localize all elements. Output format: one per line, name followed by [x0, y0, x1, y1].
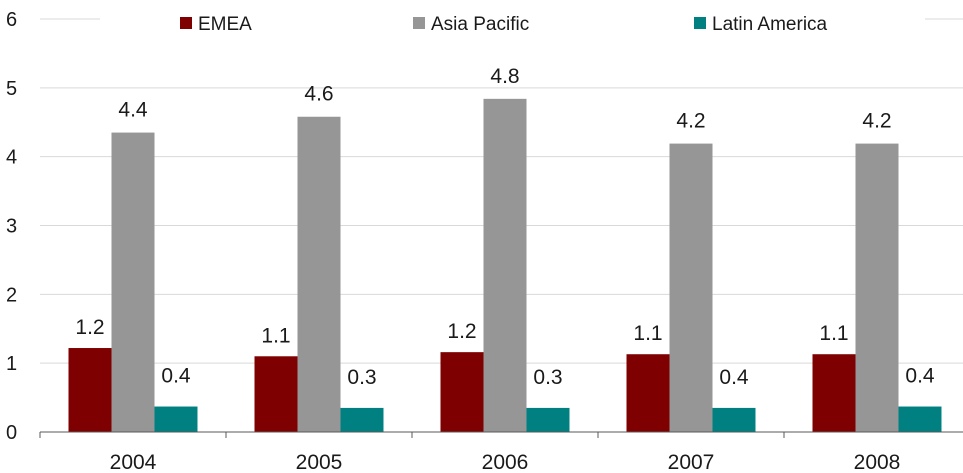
y-tick-label: 5: [6, 78, 17, 100]
legend-swatch: [694, 17, 706, 29]
y-tick-label: 2: [6, 284, 17, 306]
data-labels: 1.2 4.4 0.4 1.1 4.6 0.3 1.2 4.8 0.3 1.1 4.2 0.4 1.1 4…: [75, 65, 935, 389]
legend: EMEA Asia Pacific Latin America: [180, 14, 828, 35]
data-label: 4.6: [304, 83, 333, 106]
data-label: 0.4: [905, 365, 935, 388]
x-category-label: 2008: [854, 451, 901, 473]
bar-emea-2008: [812, 354, 856, 432]
data-label: 1.1: [261, 324, 290, 347]
data-label: 1.1: [819, 322, 848, 345]
data-label: 0.3: [347, 366, 376, 389]
y-tick-label: 3: [6, 216, 17, 238]
bar-emea-2007: [626, 354, 670, 432]
x-category-label: 2005: [296, 451, 343, 473]
bar-emea-2005: [254, 356, 298, 432]
data-label: 1.2: [75, 316, 104, 339]
x-category-label: 2004: [110, 451, 157, 473]
x-axis-categories: 2004 2005 2006 2007 2008: [110, 451, 901, 473]
data-label: 1.1: [633, 322, 662, 345]
legend-swatch: [180, 17, 192, 29]
bar-latin-america-2004: [154, 406, 198, 432]
bar-latin-america-2007: [712, 407, 756, 432]
bar-asia-pacific-2008: [855, 143, 899, 433]
y-tick-label: 0: [6, 422, 17, 444]
x-category-label: 2007: [668, 451, 715, 473]
data-label: 4.4: [118, 99, 148, 122]
bar-asia-pacific-2006: [483, 98, 527, 432]
y-tick-label: 6: [6, 9, 17, 31]
data-label: 0.4: [719, 366, 749, 389]
y-axis-ticks: 0 1 2 3 4 5 6: [6, 9, 17, 444]
x-category-label: 2006: [482, 451, 529, 473]
bar-emea-2006: [440, 352, 484, 432]
bar-latin-america-2006: [526, 407, 570, 432]
bar-emea-2004: [68, 348, 112, 432]
bar-asia-pacific-2005: [297, 116, 341, 432]
data-label: 4.2: [676, 110, 705, 133]
legend-label: EMEA: [198, 14, 252, 35]
bar-latin-america-2008: [898, 406, 942, 432]
bar-asia-pacific-2004: [111, 132, 155, 432]
legend-swatch: [413, 17, 425, 29]
data-label: 4.8: [490, 65, 519, 88]
data-label: 0.3: [533, 366, 562, 389]
y-tick-label: 1: [6, 353, 17, 375]
legend-label: Asia Pacific: [431, 14, 529, 35]
bars: [68, 98, 942, 433]
data-label: 0.4: [161, 365, 191, 388]
y-tick-label: 4: [6, 147, 17, 169]
data-label: 1.2: [447, 320, 476, 343]
data-label: 4.2: [862, 110, 891, 133]
bar-asia-pacific-2007: [669, 143, 713, 433]
bar-latin-america-2005: [340, 407, 384, 432]
legend-label: Latin America: [712, 14, 828, 35]
x-axis: [39, 431, 963, 438]
